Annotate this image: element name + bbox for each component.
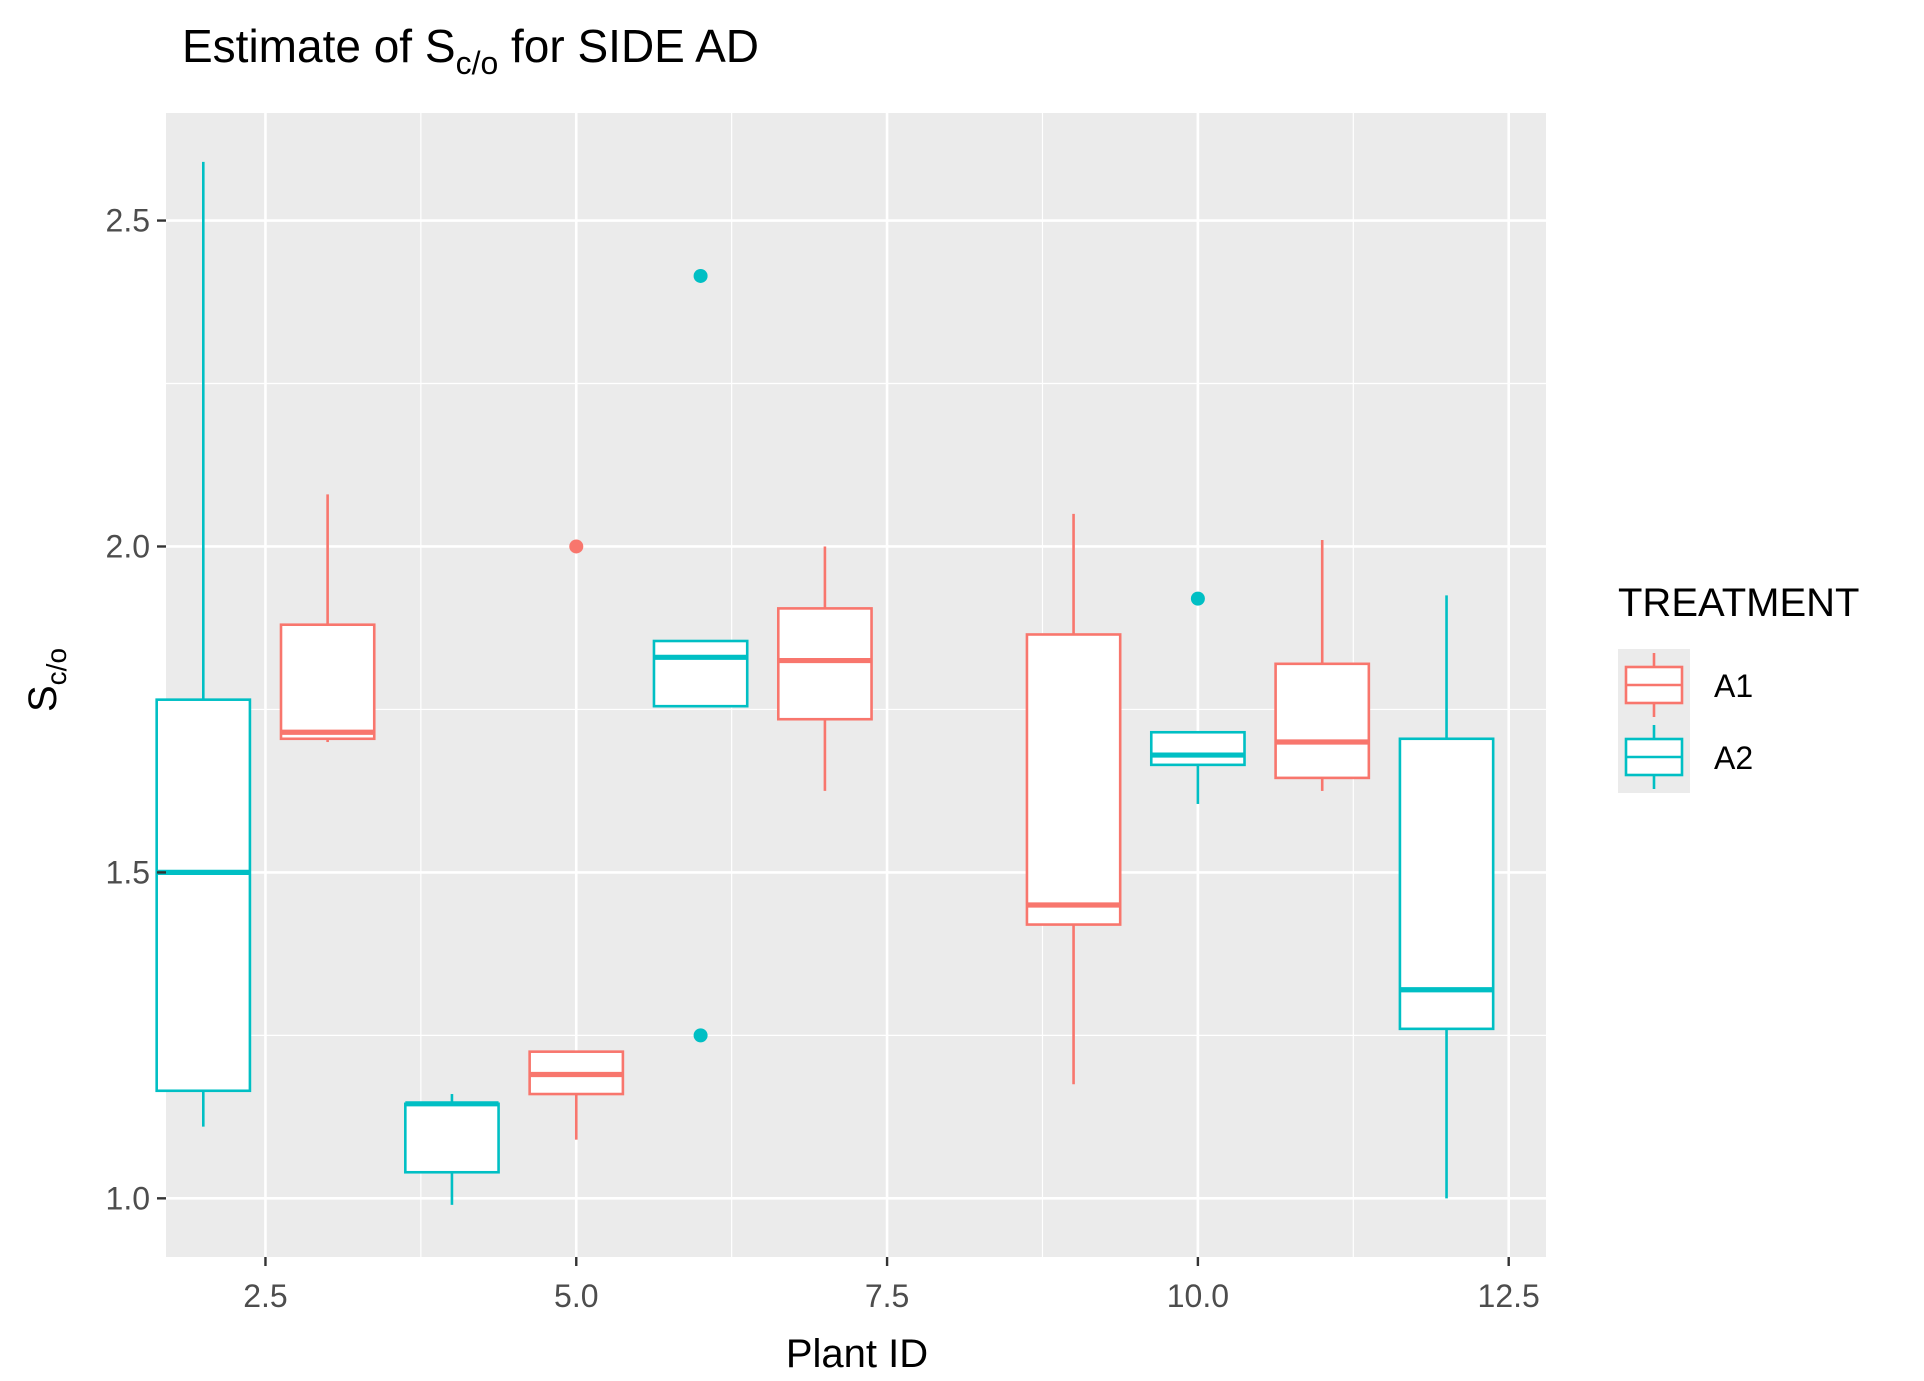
legend-label: A1 (1714, 668, 1753, 704)
y-tick-label: 1.0 (106, 1180, 150, 1216)
box-iqr (1398, 737, 1495, 1031)
box-a2-x4 (404, 1094, 500, 1205)
legend-key-a2: A2 (1618, 721, 1753, 793)
x-tick-label: 12.5 (1478, 1278, 1540, 1314)
box-a1-x3 (279, 494, 376, 743)
outlier-point (693, 1028, 708, 1043)
y-axis-title-subscript: c/o (41, 648, 72, 685)
box-iqr (776, 607, 873, 721)
box-a1-x5 (528, 539, 625, 1140)
y-tick-label: 1.5 (106, 854, 150, 890)
box-a1-x7 (776, 546, 873, 791)
box-iqr (1274, 662, 1371, 780)
box-iqr (279, 623, 376, 741)
chart-title-suffix: for SIDE AD (498, 20, 759, 72)
x-tick-label: 2.5 (243, 1278, 287, 1314)
grid-major (166, 113, 1546, 1257)
chart-title-prefix: Estimate of S (182, 20, 456, 72)
legend: TREATMENT A1 A2 (1618, 581, 1859, 793)
box-iqr (404, 1102, 500, 1174)
y-axis-title-main: S (21, 685, 65, 712)
box-iqr (652, 639, 749, 708)
box-a2-x12 (1398, 595, 1495, 1199)
box-a1-x11 (1274, 539, 1371, 791)
legend-title: TREATMENT (1618, 581, 1859, 625)
x-tick-label: 5.0 (554, 1278, 598, 1314)
outlier-point (1190, 591, 1205, 606)
legend-keys: A1 A2 (1618, 649, 1753, 793)
legend-label: A2 (1714, 740, 1753, 776)
box-iqr (155, 698, 252, 1093)
box-a2-x2 (155, 161, 252, 1127)
chart-title-subscript: c/o (456, 45, 499, 81)
outlier-point (569, 539, 584, 554)
chart-title: Estimate of Sc/o for SIDE AD (182, 20, 759, 81)
box-a1-x9 (1025, 513, 1122, 1085)
outlier-point (693, 268, 708, 283)
box-iqr (1025, 633, 1122, 926)
y-tick-label: 2.0 (106, 528, 150, 564)
box-iqr (1149, 730, 1246, 767)
x-tick-label: 7.5 (865, 1278, 909, 1314)
legend-key-a1: A1 (1618, 649, 1753, 721)
y-axis-title: Sc/o (21, 648, 72, 712)
box-a2-x6 (652, 268, 749, 1043)
x-tick-label: 10.0 (1167, 1278, 1229, 1314)
y-tick-label: 2.5 (106, 203, 150, 239)
x-axis: 2.5 5.0 7.5 10.0 12.5 (243, 1257, 1540, 1314)
box-a2-x10 (1149, 591, 1246, 804)
y-axis: 1.0 1.5 2.0 2.5 (106, 203, 166, 1216)
boxes-layer (155, 161, 1495, 1205)
x-axis-title: Plant ID (786, 1332, 928, 1376)
